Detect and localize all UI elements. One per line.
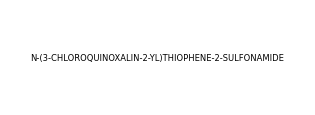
Text: N-(3-CHLOROQUINOXALIN-2-YL)THIOPHENE-2-SULFONAMIDE: N-(3-CHLOROQUINOXALIN-2-YL)THIOPHENE-2-S… — [31, 53, 284, 62]
